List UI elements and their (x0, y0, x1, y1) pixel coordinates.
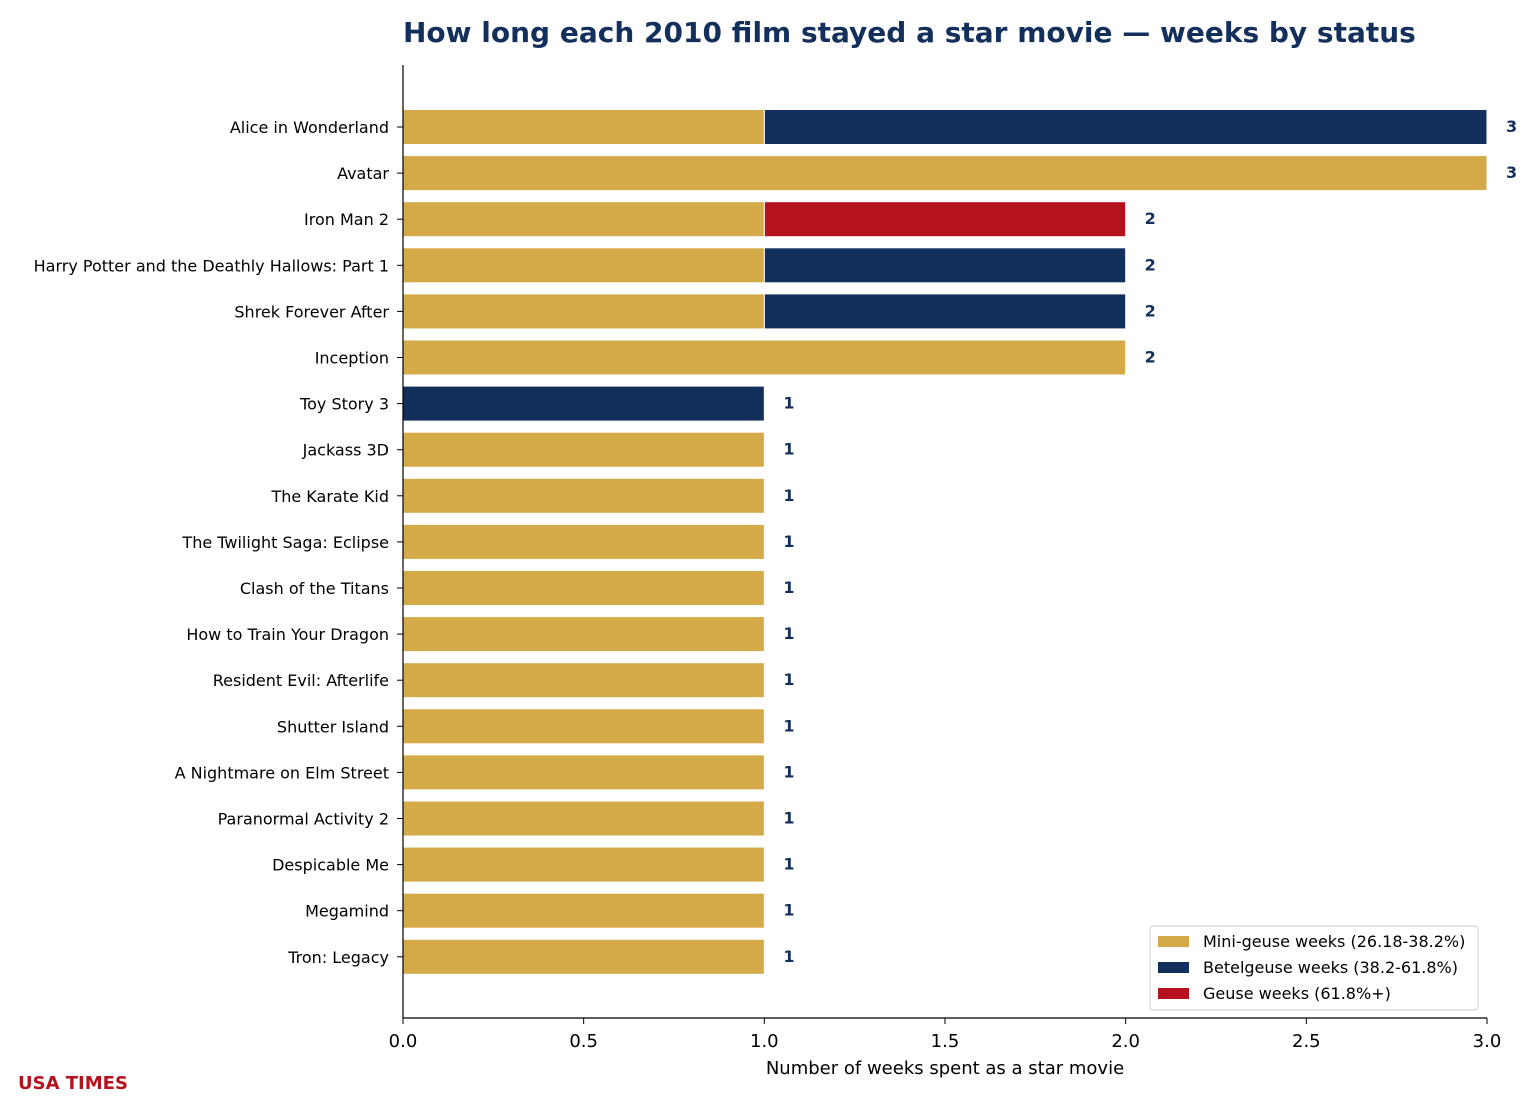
data-label: 1 (783, 578, 794, 597)
x-tick-labels: 0.0 0.5 1.0 1.5 2.0 2.5 3.0 (389, 1018, 1502, 1052)
x-tick-label: 2.5 (1292, 1031, 1321, 1052)
y-tick-label: Clash of the Titans (240, 579, 389, 598)
data-label: 1 (783, 716, 794, 735)
y-tick-label: A Nightmare on Elm Street (175, 763, 389, 782)
data-label: 1 (783, 440, 794, 459)
y-tick-label: Jackass 3D (302, 441, 389, 460)
bar-segment (402, 800, 765, 837)
data-label: 1 (783, 624, 794, 643)
bar-segment (402, 892, 765, 929)
y-tick-label: Toy Story 3 (299, 395, 389, 414)
data-label: 2 (1145, 348, 1156, 367)
legend-entry: Mini-geuse weeks (26.18-38.2%) (1203, 932, 1465, 951)
x-tick-label: 1.5 (931, 1031, 960, 1052)
bar-segment (763, 201, 1127, 238)
legend-swatch (1158, 936, 1189, 947)
bar-segment (763, 247, 1127, 284)
y-tick-label: Paranormal Activity 2 (218, 810, 389, 829)
y-tick-label: Shrek Forever After (234, 302, 389, 321)
data-label: 3 (1506, 117, 1517, 136)
x-tick-label: 2.0 (1111, 1031, 1140, 1052)
legend-entry: Betelgeuse weeks (38.2-61.8%) (1203, 958, 1458, 977)
chart-title: How long each 2010 film stayed a star mo… (403, 16, 1416, 49)
data-label: 3 (1506, 163, 1517, 182)
bar-segment (402, 477, 765, 514)
bar-segment (763, 293, 1127, 330)
data-labels: 3 3 2 2 2 2 1 1 1 1 1 1 1 1 1 1 1 1 1 (783, 117, 1517, 966)
legend-swatch (1158, 962, 1189, 973)
bar-segment (402, 523, 765, 560)
y-tick-labels: Alice in Wonderland Avatar Iron Man 2 Harry… (34, 118, 403, 967)
y-tick-label: Resident Evil: Afterlife (213, 671, 389, 690)
data-label: 1 (783, 809, 794, 828)
data-label: 1 (783, 901, 794, 920)
data-label: 1 (783, 486, 794, 505)
x-tick-label: 1.0 (750, 1031, 779, 1052)
bar-segment (402, 616, 765, 653)
data-label: 2 (1145, 255, 1156, 274)
data-label: 2 (1145, 209, 1156, 228)
legend-swatch (1158, 988, 1189, 999)
legend: Mini-geuse weeks (26.18-38.2%) Betelgeuse… (1149, 925, 1479, 1011)
bar-segment (402, 201, 765, 238)
y-tick-label: Iron Man 2 (304, 210, 389, 229)
y-tick-label: Inception (315, 349, 389, 368)
brand-logo-text: USA TIMES (18, 1073, 128, 1094)
y-tick-label: How to Train Your Dragon (186, 625, 389, 644)
x-tick-label: 0.0 (389, 1031, 418, 1052)
bar-segment (402, 570, 765, 606)
y-tick-label: Tron: Legacy (287, 948, 389, 967)
data-label: 1 (783, 855, 794, 874)
legend-frame (1149, 925, 1479, 1011)
bar-segment (402, 846, 765, 883)
y-tick-label: Shutter Island (277, 717, 389, 736)
bar-segment (402, 109, 765, 145)
bar-segment (402, 247, 765, 284)
y-tick-label: Megamind (305, 902, 389, 921)
bar-segment (402, 339, 1127, 376)
bar-segment (402, 431, 765, 468)
data-label: 1 (783, 670, 794, 689)
bar-segment (402, 662, 765, 699)
y-tick-label: The Twilight Saga: Eclipse (181, 533, 389, 552)
data-label: 1 (783, 532, 794, 551)
x-axis-label: Number of weeks spent as a star movie (766, 1058, 1124, 1079)
bar-segment (402, 155, 1488, 192)
data-label: 1 (783, 947, 794, 966)
legend-entry: Geuse weeks (61.8%+) (1203, 984, 1391, 1003)
bar-segment (402, 938, 765, 975)
bar-segment (402, 708, 765, 745)
y-tick-label: Despicable Me (272, 856, 389, 875)
data-label: 2 (1145, 301, 1156, 320)
data-label: 1 (783, 762, 794, 781)
x-tick-label: 3.0 (1473, 1031, 1502, 1052)
y-tick-label: Alice in Wonderland (230, 118, 389, 137)
data-label: 1 (783, 394, 794, 413)
bars-group (402, 109, 1488, 975)
y-tick-label: Avatar (337, 164, 389, 183)
bar-segment (402, 754, 765, 791)
bar-segment (402, 293, 765, 330)
y-tick-label: Harry Potter and the Deathly Hallows: Pa… (34, 256, 389, 275)
x-tick-label: 0.5 (569, 1031, 598, 1052)
bar-segment (402, 385, 765, 422)
bar-segment (763, 109, 1488, 145)
y-tick-label: The Karate Kid (270, 487, 389, 506)
